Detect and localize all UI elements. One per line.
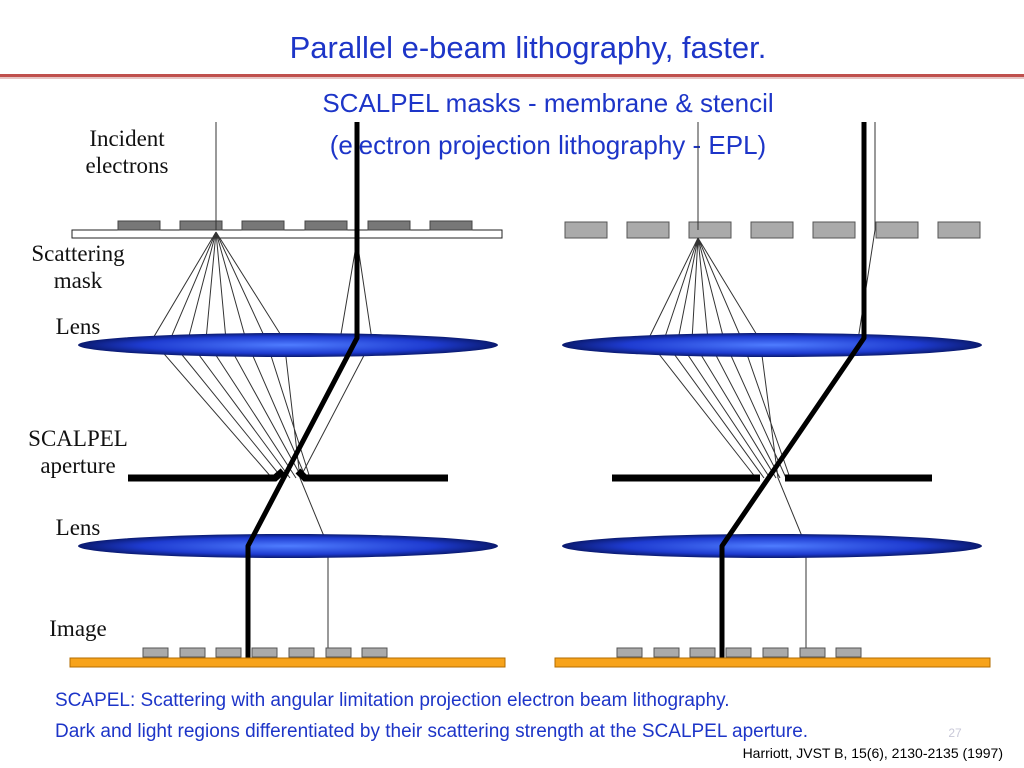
stencil-diagram [554, 122, 991, 668]
label: aperture [40, 453, 115, 478]
title-rule [0, 74, 1024, 77]
wafer [69, 657, 506, 668]
label: electrons [85, 153, 168, 178]
subtitle: (electron projection lithography - EPL) [330, 130, 766, 160]
caption: Dark and light regions differentiated by… [55, 721, 808, 742]
caption: SCAPEL: Scattering with angular limitati… [55, 690, 730, 711]
scatterers [117, 220, 473, 231]
membrane [71, 229, 503, 239]
side-labels: Incident electrons Scattering mask Lens … [28, 126, 168, 641]
image-features [142, 647, 388, 658]
stencil [564, 221, 981, 239]
subtitle: SCALPEL masks - membrane & stencil [322, 88, 773, 118]
slide-number: 27 [948, 726, 962, 740]
image-features [616, 647, 862, 658]
rule-shadow [0, 77, 1024, 79]
title: Parallel e-beam lithography, faster. [290, 30, 767, 65]
label: Image [49, 616, 106, 641]
lens [78, 333, 498, 357]
label: mask [54, 268, 103, 293]
label: SCALPEL [28, 426, 128, 451]
wafer [554, 657, 991, 668]
label: Scattering [31, 241, 125, 266]
citation: Harriott, JVST B, 15(6), 2130-2135 (1997… [743, 745, 1003, 761]
lens [562, 534, 982, 558]
membrane-diagram [69, 122, 506, 668]
label: Incident [89, 126, 165, 151]
lens [562, 333, 982, 357]
aperture [128, 468, 448, 482]
label: Lens [56, 314, 101, 339]
lens [78, 534, 498, 558]
label: Lens [56, 515, 101, 540]
